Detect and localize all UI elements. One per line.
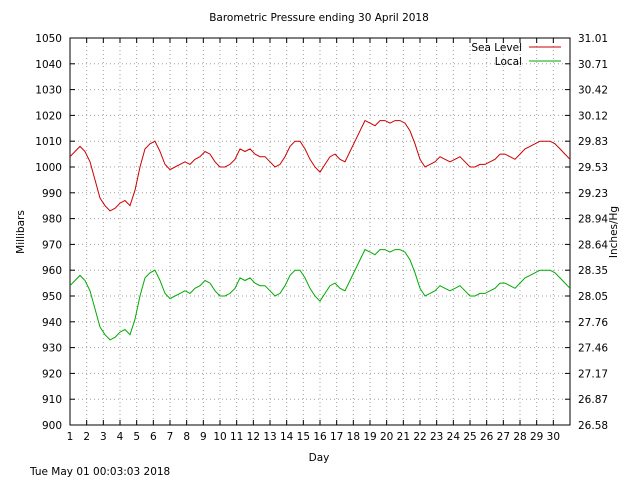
x-axis-label: Day — [309, 452, 330, 464]
y2-tick-label: 30.42 — [578, 85, 608, 97]
y-tick-label: 900 — [42, 420, 62, 432]
y-tick-label: 910 — [42, 394, 62, 406]
x-tick-label: 22 — [413, 431, 426, 443]
x-tick-label: 26 — [480, 431, 494, 443]
y2-tick-label: 29.23 — [578, 188, 608, 200]
x-tick-label: 23 — [430, 431, 443, 443]
y2-tick-label: 30.12 — [578, 110, 608, 122]
y2-tick-label: 27.46 — [578, 343, 608, 355]
y-tick-label: 970 — [42, 239, 62, 251]
x-tick-label: 30 — [547, 431, 560, 443]
x-tick-label: 7 — [167, 431, 174, 443]
x-tick-label: 11 — [230, 431, 243, 443]
x-tick-label: 24 — [447, 431, 461, 443]
legend-label-local: Local — [495, 56, 522, 68]
y2-tick-label: 29.53 — [578, 162, 608, 174]
y-tick-label: 930 — [42, 343, 62, 355]
y-tick-label: 960 — [42, 265, 62, 277]
y2-tick-label: 31.01 — [578, 33, 608, 45]
y2-tick-label: 28.35 — [578, 265, 608, 277]
y2-tick-label: 26.58 — [578, 420, 608, 432]
y2-tick-label: 26.87 — [578, 394, 608, 406]
y2-tick-label: 29.83 — [578, 136, 608, 148]
x-tick-label: 19 — [363, 431, 376, 443]
x-tick-label: 12 — [247, 431, 260, 443]
x-tick-label: 2 — [83, 431, 90, 443]
x-tick-label: 18 — [347, 431, 360, 443]
x-tick-label: 5 — [133, 431, 140, 443]
x-tick-label: 1 — [67, 431, 74, 443]
y2-axis-label: Inches/Hg — [608, 206, 620, 258]
y2-tick-label: 27.76 — [578, 317, 608, 329]
y-tick-label: 990 — [42, 188, 62, 200]
y2-tick-label: 30.71 — [578, 59, 608, 71]
x-tick-label: 14 — [280, 431, 294, 443]
x-tick-label: 27 — [497, 431, 510, 443]
x-tick-label: 16 — [313, 431, 327, 443]
x-tick-label: 17 — [330, 431, 343, 443]
x-tick-label: 9 — [200, 431, 207, 443]
y-tick-label: 920 — [42, 368, 62, 380]
y-tick-label: 1010 — [35, 136, 62, 148]
y2-tick-label: 28.94 — [578, 214, 608, 226]
chart-title: Barometric Pressure ending 30 April 2018 — [209, 12, 429, 24]
y-tick-label: 1020 — [35, 110, 62, 122]
y-tick-label: 1030 — [35, 85, 62, 97]
y2-tick-label: 28.05 — [578, 291, 608, 303]
x-tick-label: 10 — [213, 431, 226, 443]
y2-tick-label: 27.17 — [578, 368, 608, 380]
x-tick-label: 8 — [183, 431, 190, 443]
y-tick-label: 1050 — [35, 33, 62, 45]
series-line-local — [69, 248, 571, 341]
y2-tick-label: 28.64 — [578, 239, 608, 251]
plot-area-frame — [69, 37, 571, 426]
x-tick-label: 15 — [297, 431, 310, 443]
x-tick-label: 29 — [530, 431, 543, 443]
axis-ticks: 1 2 3 4 5 6 7 8 9 10 11 12 13 14 15 16 17 18 19 20 21 22 23 24 2… — [35, 33, 608, 443]
x-tick-label: 28 — [513, 431, 526, 443]
series-line-sea-level — [69, 119, 571, 212]
y-axis-label: Millibars — [15, 210, 27, 254]
y-tick-label: 980 — [42, 214, 62, 226]
x-tick-label: 4 — [117, 431, 124, 443]
y-tick-label: 950 — [42, 291, 62, 303]
x-tick-label: 25 — [463, 431, 476, 443]
x-tick-label: 13 — [263, 431, 276, 443]
x-tick-label: 20 — [380, 431, 393, 443]
legend: Sea Level Local — [471, 42, 561, 68]
x-tick-label: 3 — [100, 431, 107, 443]
timestamp-footer: Tue May 01 00:03:03 2018 — [29, 466, 170, 478]
grid — [70, 38, 570, 425]
y-tick-label: 1000 — [35, 162, 62, 174]
x-tick-label: 6 — [150, 431, 157, 443]
x-tick-label: 21 — [397, 431, 410, 443]
y-tick-label: 940 — [42, 317, 62, 329]
legend-label-sea-level: Sea Level — [471, 42, 522, 54]
data-series — [69, 119, 571, 341]
y-tick-label: 1040 — [35, 59, 62, 71]
